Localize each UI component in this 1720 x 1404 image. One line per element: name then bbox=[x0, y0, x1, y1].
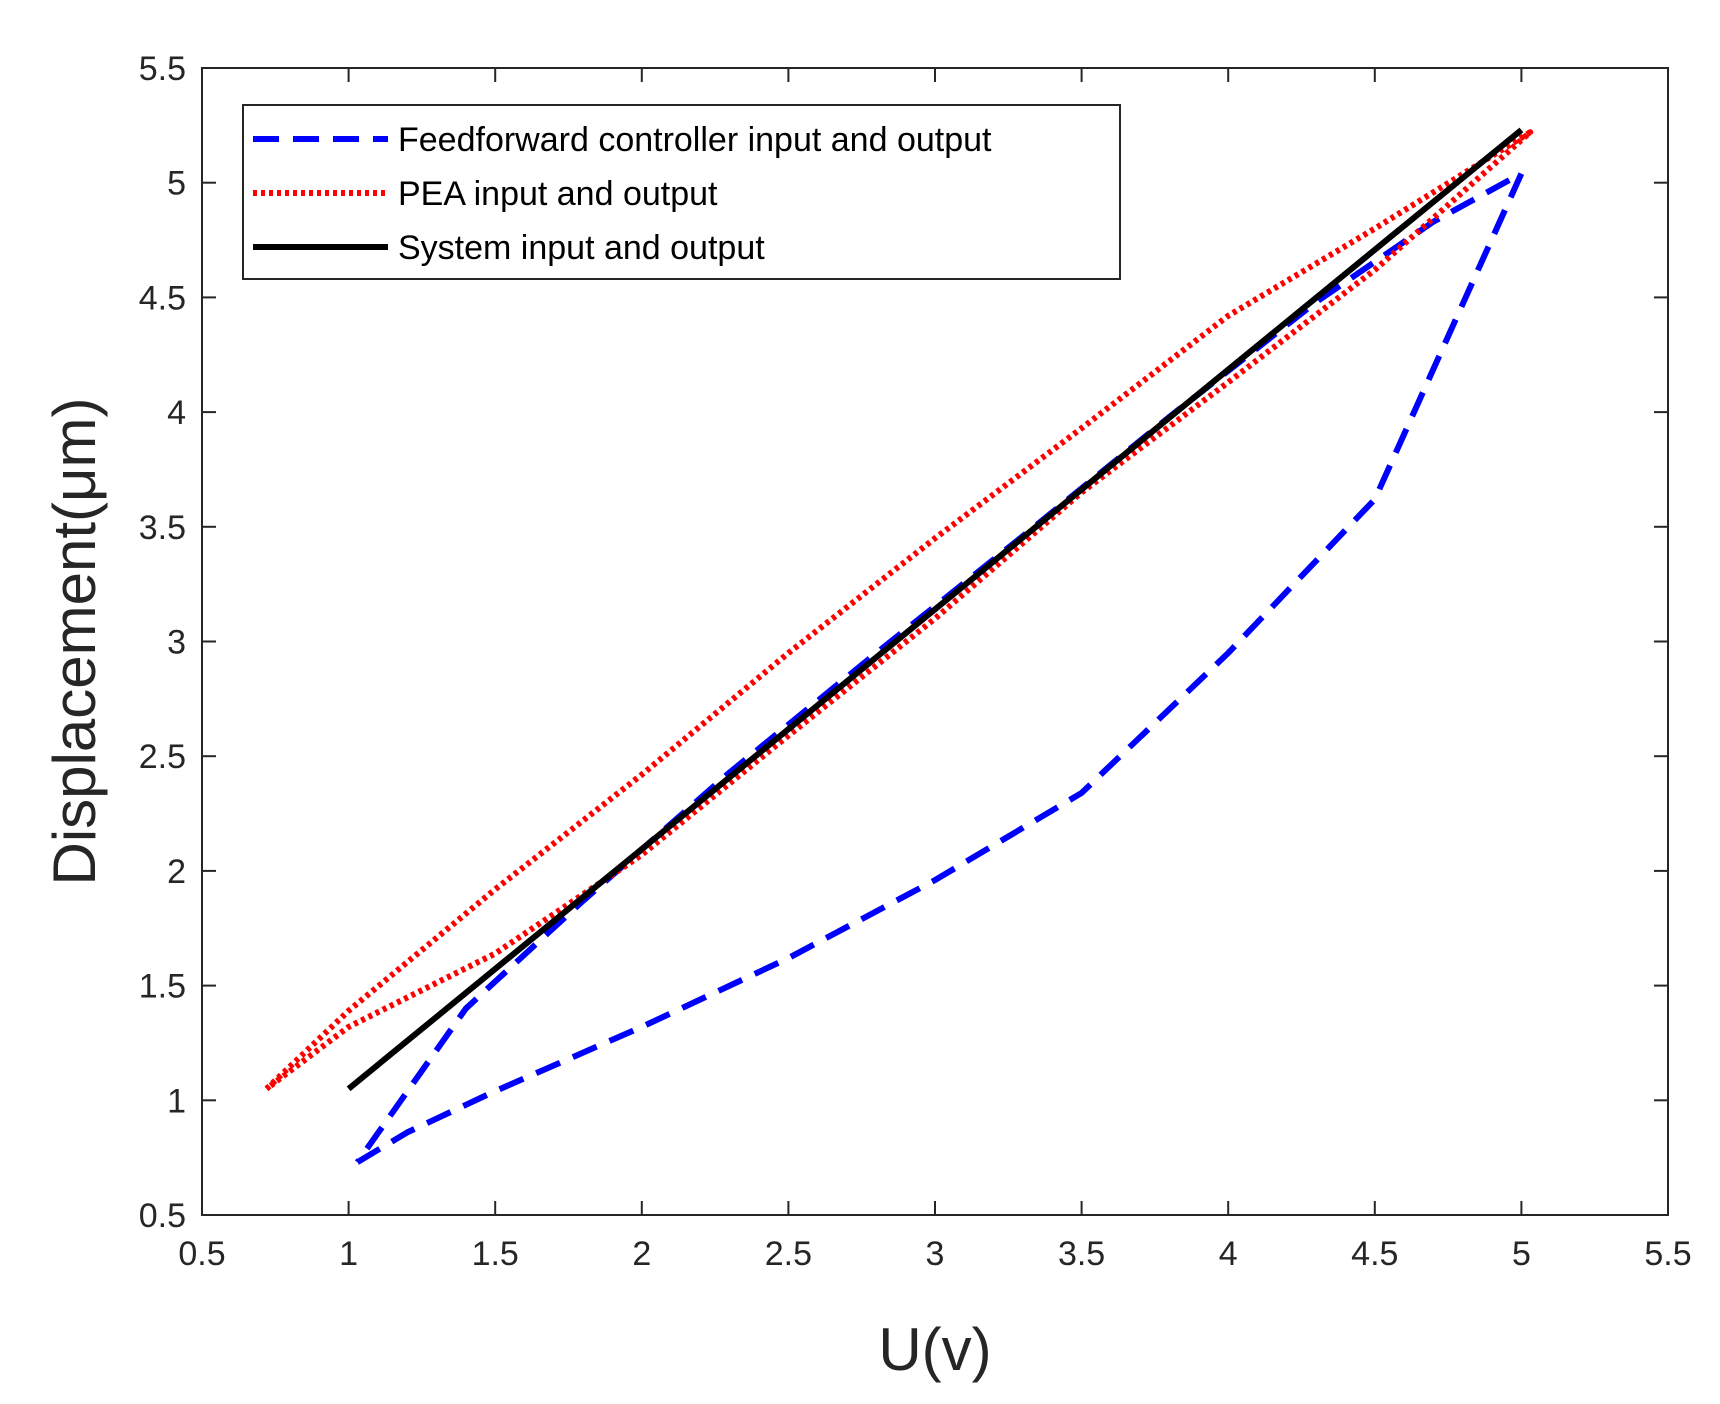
tick-labels: 0.5 1 1.5 2 2.5 3 3.5 4 4.5 5 5.5 0.5 1 1.5 2 2.5 3 3.5 4 4… bbox=[139, 50, 1692, 1273]
series-line-2 bbox=[264, 129, 1534, 1092]
x-tick-label: 3.5 bbox=[1058, 1235, 1105, 1273]
legend: Feedforward controller input and output P… bbox=[242, 104, 1121, 280]
y-tick-label: 4 bbox=[167, 394, 186, 432]
y-tick-label: 2 bbox=[167, 853, 186, 891]
x-tick-label: 1 bbox=[339, 1235, 358, 1273]
legend-box bbox=[242, 104, 1121, 280]
series-line-3 bbox=[346, 127, 1524, 1092]
x-tick-label: 4 bbox=[1219, 1235, 1238, 1273]
x-tick-label: 3 bbox=[926, 1235, 945, 1273]
legend-label-3: System input and output bbox=[398, 229, 765, 267]
y-tick-label: 0.5 bbox=[139, 1197, 186, 1235]
legend-label-2: PEA input and output bbox=[398, 175, 718, 213]
y-tick-label: 5.5 bbox=[139, 50, 186, 88]
legend-label-1: Feedforward controller input and output bbox=[398, 121, 992, 159]
axes bbox=[201, 67, 1669, 1216]
x-tick-label: 4.5 bbox=[1351, 1235, 1398, 1273]
series-group bbox=[264, 127, 1534, 1165]
y-tick-label: 3 bbox=[167, 624, 186, 662]
y-tick-label: 3.5 bbox=[139, 509, 186, 547]
series-line-1 bbox=[354, 170, 1525, 1165]
y-tick-label: 1.5 bbox=[139, 968, 186, 1006]
y-axis-label: Displacement(μm) bbox=[41, 398, 108, 886]
x-axis-label: U(v) bbox=[878, 1316, 991, 1383]
y-tick-label: 5 bbox=[167, 165, 186, 203]
y-tick-label: 1 bbox=[167, 1082, 186, 1120]
y-tick-label: 4.5 bbox=[139, 279, 186, 317]
x-tick-label: 1.5 bbox=[472, 1235, 519, 1273]
x-tick-label: 5 bbox=[1512, 1235, 1531, 1273]
x-tick-label: 5.5 bbox=[1644, 1235, 1691, 1273]
y-tick-label: 2.5 bbox=[139, 738, 186, 776]
x-tick-label: 2 bbox=[632, 1235, 651, 1273]
x-tick-label: 2.5 bbox=[765, 1235, 812, 1273]
x-tick-label: 0.5 bbox=[178, 1235, 225, 1273]
